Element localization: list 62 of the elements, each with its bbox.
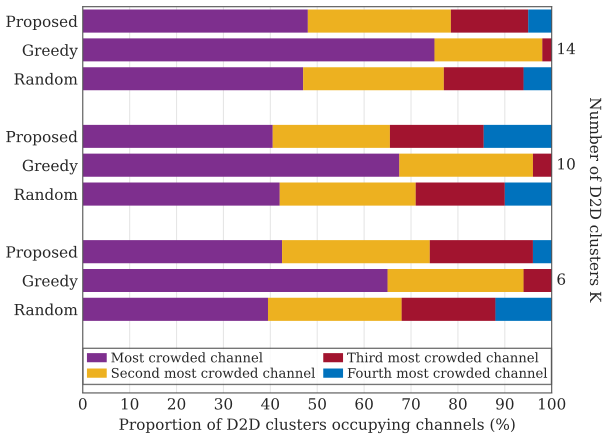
bar [542, 38, 552, 62]
bar [399, 154, 533, 177]
bar [82, 38, 434, 62]
bar [434, 38, 542, 62]
bar [280, 182, 416, 206]
bar [82, 124, 273, 148]
bar [532, 154, 552, 177]
bar [82, 182, 280, 206]
bar [388, 268, 524, 292]
x-tick-label: 100 [538, 398, 566, 410]
bar [484, 124, 552, 148]
bar [528, 10, 552, 33]
x-tick-label: 0 [78, 398, 87, 410]
bar [504, 182, 552, 206]
legend-label: Fourth most crowded channel [348, 368, 548, 378]
text: 14 [558, 42, 576, 54]
bar [390, 124, 484, 148]
legend-label: Third most crowded channel [347, 352, 538, 362]
y2-axis-title: Number of D2D clusters K [590, 98, 602, 303]
bar [303, 67, 444, 90]
legend-label: Second most crowded channel [112, 368, 315, 378]
y-tick-label: Random [14, 72, 78, 85]
bar [430, 240, 533, 264]
x-tick-label: 40 [261, 398, 280, 410]
x-tick-label: 60 [355, 398, 373, 410]
x-tick-label: 30 [214, 398, 232, 410]
y-tick-label: Proposed [6, 246, 78, 261]
bar [450, 10, 528, 33]
y-tick-label: Random [14, 304, 78, 316]
text: 6 [557, 273, 566, 285]
bar [272, 124, 390, 148]
bar [82, 240, 282, 264]
bar [416, 182, 505, 206]
y-tick-label: Greedy [22, 44, 78, 60]
y-tick-label: Greedy [22, 159, 78, 174]
bar [402, 298, 496, 321]
bar [82, 10, 308, 33]
x-tick-label: 50 [308, 398, 326, 410]
bar [268, 298, 402, 321]
y-tick-label: Random [14, 188, 78, 200]
bar [524, 67, 552, 90]
y-tick-label: Proposed [6, 15, 78, 30]
bar [82, 154, 400, 177]
y-tick-label: Greedy [22, 274, 78, 290]
x-tick-label: 20 [168, 398, 186, 410]
legend-label: Most crowded channel [111, 352, 263, 362]
bar [495, 298, 552, 321]
bar [308, 10, 451, 33]
x-axis-title: Proportion of D2D clusters occupying channels (%) [119, 418, 515, 434]
x-tick-label: 70 [402, 398, 420, 410]
bar [524, 268, 552, 292]
bar [82, 298, 268, 321]
x-tick-label: 80 [449, 398, 467, 410]
bar [444, 67, 524, 90]
bar [82, 268, 388, 292]
x-tick-label: 90 [496, 398, 514, 410]
bar [532, 240, 552, 264]
text: 10 [558, 158, 575, 170]
bar [82, 67, 304, 90]
x-tick-label: 10 [122, 398, 138, 410]
bar [282, 240, 430, 264]
y-tick-label: Proposed [6, 130, 78, 146]
